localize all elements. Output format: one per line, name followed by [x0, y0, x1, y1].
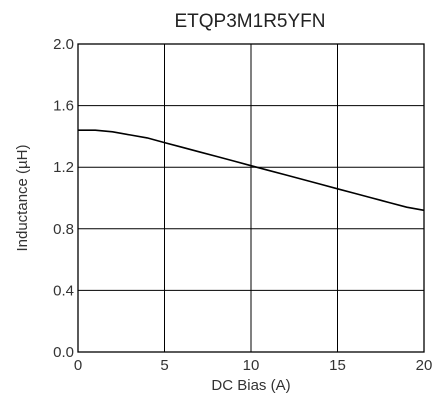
y-tick-label: 0.8: [53, 221, 74, 238]
y-tick-label: 1.6: [53, 98, 74, 115]
chart-title: ETQP3M1R5YFN: [175, 11, 326, 32]
plot-frame: [77, 43, 425, 353]
y-tick-label: 2.0: [53, 36, 74, 53]
x-axis-label: DC Bias (A): [211, 377, 290, 394]
y-tick-label: 0.4: [53, 282, 74, 299]
y-tick-label: 0.0: [53, 344, 74, 361]
x-tick-label: 0: [74, 357, 82, 374]
x-tick-label: 10: [243, 357, 260, 374]
y-axis-label: Inductance (µH): [14, 144, 31, 251]
x-tick-label: 15: [329, 357, 346, 374]
x-tick-label: 5: [160, 357, 168, 374]
grid: [78, 44, 424, 352]
y-axis-ticks: 0.0 0.4 0.8 1.2 1.6 2.0: [53, 36, 74, 361]
y-tick-label: 1.2: [53, 159, 74, 176]
x-tick-label: 20: [416, 357, 433, 374]
inductance-curve: [78, 129, 425, 212]
x-axis-ticks: 0 5 10 15 20: [74, 357, 433, 374]
